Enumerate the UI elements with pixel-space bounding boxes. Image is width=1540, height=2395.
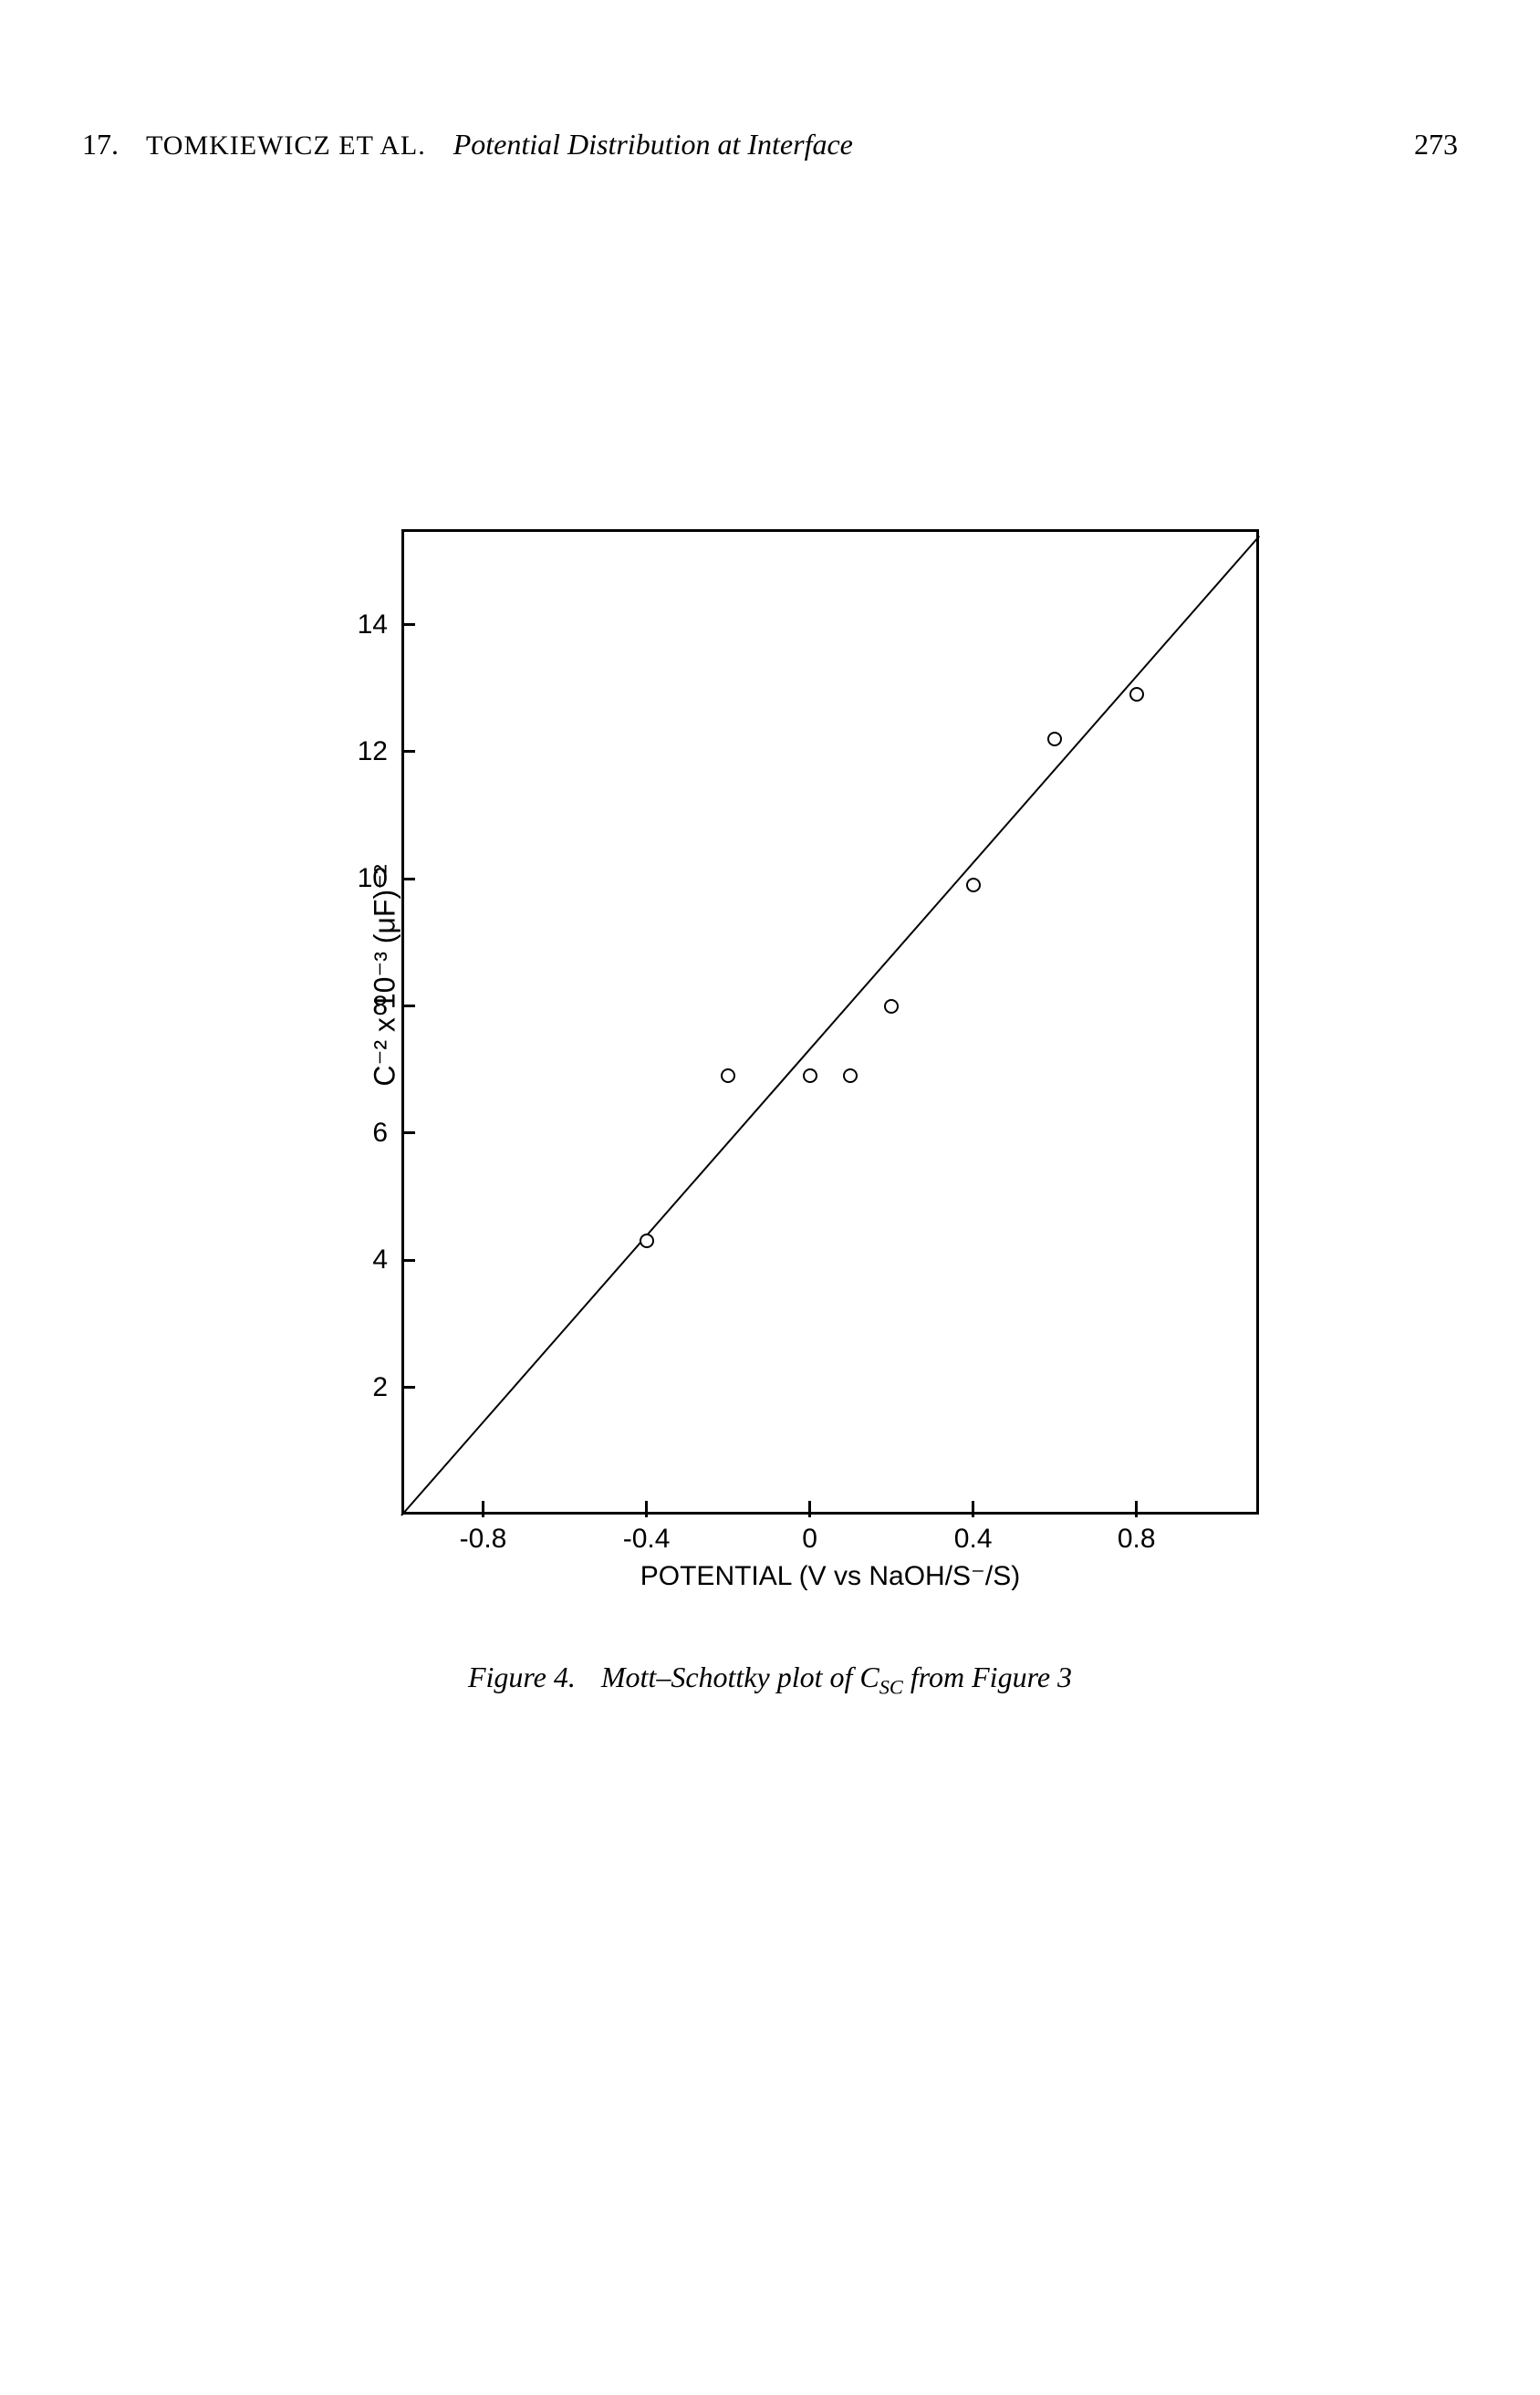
data-point — [803, 1068, 817, 1083]
y-tick-label: 12 — [342, 736, 388, 767]
data-point — [966, 878, 981, 892]
y-tick-label: 8 — [342, 991, 388, 1022]
y-tick — [401, 750, 415, 753]
x-tick-label: -0.4 — [623, 1524, 671, 1555]
chapter-number: 17. — [82, 128, 119, 161]
x-tick-label: -0.8 — [460, 1524, 507, 1555]
x-tick — [482, 1501, 484, 1517]
y-tick — [401, 1005, 415, 1007]
data-point — [1047, 732, 1062, 746]
x-tick — [808, 1501, 811, 1517]
data-point — [1129, 687, 1144, 702]
x-axis-label: POTENTIAL (V vs NaOH/S⁻/S) — [401, 1560, 1259, 1592]
y-tick-label: 10 — [342, 863, 388, 894]
page-number: 273 — [1414, 128, 1458, 161]
y-tick — [401, 623, 415, 626]
y-tick — [401, 1386, 415, 1389]
x-tick — [972, 1501, 974, 1517]
data-point — [721, 1068, 735, 1083]
caption-suffix: from Figure 3 — [903, 1661, 1072, 1693]
y-tick — [401, 1131, 415, 1134]
figure-container: C⁻² x 10⁻³ (μF)⁻² POTENTIAL (V vs NaOH/S… — [255, 529, 1259, 1624]
page-header: 17. TOMKIEWICZ ET AL. Potential Distribu… — [0, 128, 1540, 161]
y-axis-label: C⁻² x 10⁻³ (μF)⁻² — [368, 864, 402, 1086]
data-point — [640, 1234, 654, 1248]
y-tick — [401, 878, 415, 880]
x-tick-label: 0.8 — [1118, 1524, 1156, 1555]
figure-caption: Figure 4. Mott–Schottky plot of CSC from… — [0, 1661, 1540, 1699]
y-tick-label: 2 — [342, 1372, 388, 1403]
authors: TOMKIEWICZ ET AL. — [146, 130, 426, 161]
mott-schottky-chart: C⁻² x 10⁻³ (μF)⁻² POTENTIAL (V vs NaOH/S… — [255, 529, 1259, 1624]
y-tick-label: 14 — [342, 609, 388, 640]
header-left: 17. TOMKIEWICZ ET AL. Potential Distribu… — [82, 128, 853, 161]
y-tick — [401, 1259, 415, 1262]
x-tick-label: 0.4 — [954, 1524, 993, 1555]
data-point — [843, 1068, 858, 1083]
x-tick — [1135, 1501, 1138, 1517]
caption-prefix: Figure 4. — [468, 1661, 576, 1693]
caption-text: Mott–Schottky plot of C — [601, 1661, 879, 1693]
y-tick-label: 6 — [342, 1118, 388, 1149]
data-point — [884, 999, 899, 1014]
x-tick-label: 0 — [802, 1524, 817, 1555]
caption-subscript: SC — [879, 1675, 903, 1698]
running-title: Potential Distribution at Interface — [453, 128, 853, 161]
x-tick — [645, 1501, 648, 1517]
y-tick-label: 4 — [342, 1244, 388, 1276]
